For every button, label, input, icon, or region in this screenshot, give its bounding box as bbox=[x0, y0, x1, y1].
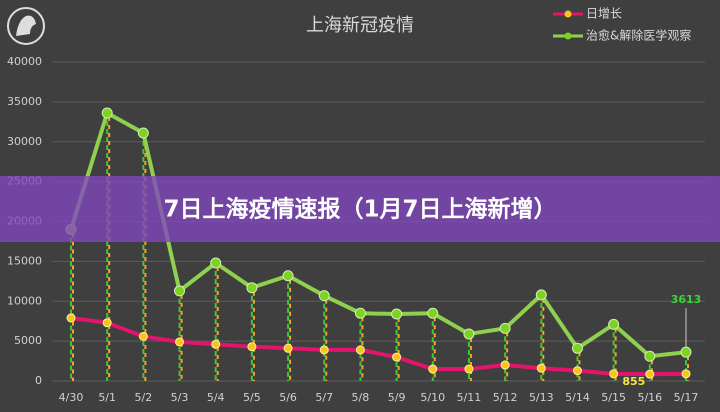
x-tick-label: 5/14 bbox=[565, 391, 590, 404]
banner bbox=[0, 176, 720, 242]
x-tick-label: 5/15 bbox=[601, 391, 626, 404]
marker bbox=[391, 308, 403, 320]
marker bbox=[174, 285, 186, 297]
chart-title: 上海新冠疫情 bbox=[306, 15, 414, 36]
marker bbox=[464, 364, 474, 374]
marker bbox=[427, 307, 439, 319]
x-tick-label: 5/9 bbox=[388, 391, 406, 404]
marker bbox=[175, 337, 185, 347]
y-tick-label: 0 bbox=[35, 374, 42, 387]
marker bbox=[318, 290, 330, 302]
x-tick-label: 5/5 bbox=[243, 391, 261, 404]
x-tick-label: 5/10 bbox=[420, 391, 445, 404]
y-tick-label: 35000 bbox=[7, 95, 42, 108]
marker bbox=[66, 313, 76, 323]
marker bbox=[246, 282, 258, 294]
x-tick-label: 5/12 bbox=[493, 391, 518, 404]
data-label: 855 bbox=[622, 375, 645, 388]
banner-text: 7日上海疫情速报（1月7日上海新增） bbox=[163, 196, 556, 223]
marker bbox=[428, 364, 438, 374]
y-tick-label: 40000 bbox=[7, 55, 42, 68]
marker bbox=[354, 307, 366, 319]
marker bbox=[535, 289, 547, 301]
y-tick-label: 15000 bbox=[7, 254, 42, 267]
marker bbox=[282, 270, 294, 282]
legend-marker bbox=[564, 10, 572, 18]
x-tick-label: 5/11 bbox=[457, 391, 482, 404]
marker bbox=[645, 369, 655, 379]
marker bbox=[608, 318, 620, 330]
x-tick-label: 5/16 bbox=[637, 391, 662, 404]
marker bbox=[571, 342, 583, 354]
marker bbox=[392, 352, 402, 362]
x-tick-label: 5/17 bbox=[674, 391, 699, 404]
y-tick-label: 5000 bbox=[14, 334, 42, 347]
x-tick-label: 5/4 bbox=[207, 391, 225, 404]
marker bbox=[319, 345, 329, 355]
series-line bbox=[69, 111, 687, 359]
x-tick-label: 5/6 bbox=[279, 391, 297, 404]
x-tick-label: 5/1 bbox=[98, 391, 116, 404]
x-tick-label: 5/13 bbox=[529, 391, 554, 404]
marker bbox=[644, 350, 656, 362]
marker bbox=[536, 363, 546, 373]
marker bbox=[499, 322, 511, 334]
x-tick-label: 5/3 bbox=[171, 391, 189, 404]
marker bbox=[137, 127, 149, 139]
marker bbox=[681, 369, 691, 379]
y-tick-label: 30000 bbox=[7, 135, 42, 148]
marker bbox=[138, 331, 148, 341]
y-tick-label: 10000 bbox=[7, 294, 42, 307]
marker bbox=[609, 369, 619, 379]
marker bbox=[463, 328, 475, 340]
legend-label: 治愈&解除医学观察 bbox=[586, 28, 691, 43]
x-tick-label: 5/8 bbox=[352, 391, 370, 404]
legend-marker bbox=[564, 32, 572, 40]
marker bbox=[572, 366, 582, 376]
marker bbox=[680, 346, 692, 358]
marker bbox=[247, 342, 257, 352]
marker bbox=[210, 257, 222, 269]
x-tick-label: 5/7 bbox=[315, 391, 333, 404]
marker bbox=[102, 318, 112, 328]
x-tick-label: 4/30 bbox=[59, 391, 84, 404]
marker bbox=[283, 343, 293, 353]
marker bbox=[500, 360, 510, 370]
data-label: 3613 bbox=[671, 293, 702, 306]
series-line bbox=[70, 316, 687, 377]
legend-label: 日增长 bbox=[586, 7, 622, 21]
x-tick-label: 5/2 bbox=[135, 391, 153, 404]
logo bbox=[7, 7, 45, 45]
marker bbox=[101, 107, 113, 119]
marker bbox=[211, 339, 221, 349]
marker bbox=[355, 345, 365, 355]
